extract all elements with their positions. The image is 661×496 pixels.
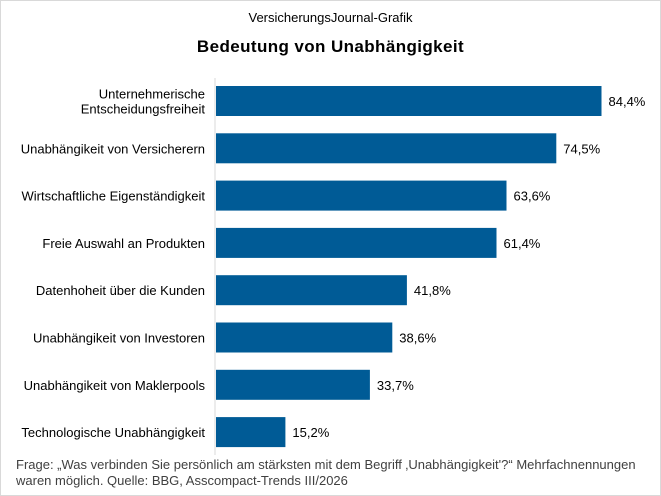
category-label-5: Datenhoheit über die Kunden xyxy=(36,283,205,298)
category-label-4: Freie Auswahl an Produkten xyxy=(42,236,205,251)
category-label-7: Unabhängikeit von Maklerpools xyxy=(24,378,206,393)
source-line: VersicherungsJournal-Grafik xyxy=(248,10,413,25)
value-label-2: 74,5% xyxy=(563,141,600,156)
footnote: Frage: „Was verbinden Sie persönlich am … xyxy=(16,457,636,488)
labels-layer: 84,4% Unternehmerische Entscheidungsfreihe… xyxy=(21,87,646,441)
value-label-7: 33,7% xyxy=(377,378,414,393)
value-label-4: 61,4% xyxy=(504,236,541,251)
bar-5 xyxy=(216,275,407,306)
bar-3 xyxy=(216,180,507,211)
bar-7 xyxy=(216,369,370,400)
value-label-8: 15,2% xyxy=(292,425,329,440)
chart-title: Bedeutung von Unabhängigkeit xyxy=(196,37,465,56)
value-label-1: 84,4% xyxy=(609,94,646,109)
category-label-1: Unternehmerische Entscheidungsfreiheit xyxy=(81,87,206,117)
bar-1 xyxy=(216,86,602,116)
bar-6 xyxy=(216,322,393,353)
bars-layer xyxy=(216,86,602,448)
category-label-6: Unabhängikeit von Investoren xyxy=(33,331,205,346)
bar-2 xyxy=(216,133,557,164)
value-label-3: 63,6% xyxy=(514,189,551,204)
category-label-3: Wirtschaftliche Eigenständigkeit xyxy=(21,189,205,204)
category-label-2: Unabhängikeit von Versicherern xyxy=(21,141,205,156)
value-label-5: 41,8% xyxy=(414,283,451,298)
bar-8 xyxy=(216,417,286,448)
bar-4 xyxy=(216,227,497,258)
value-label-6: 38,6% xyxy=(399,331,436,346)
category-label-8: Technologische Unabhängigkeit xyxy=(21,425,205,440)
